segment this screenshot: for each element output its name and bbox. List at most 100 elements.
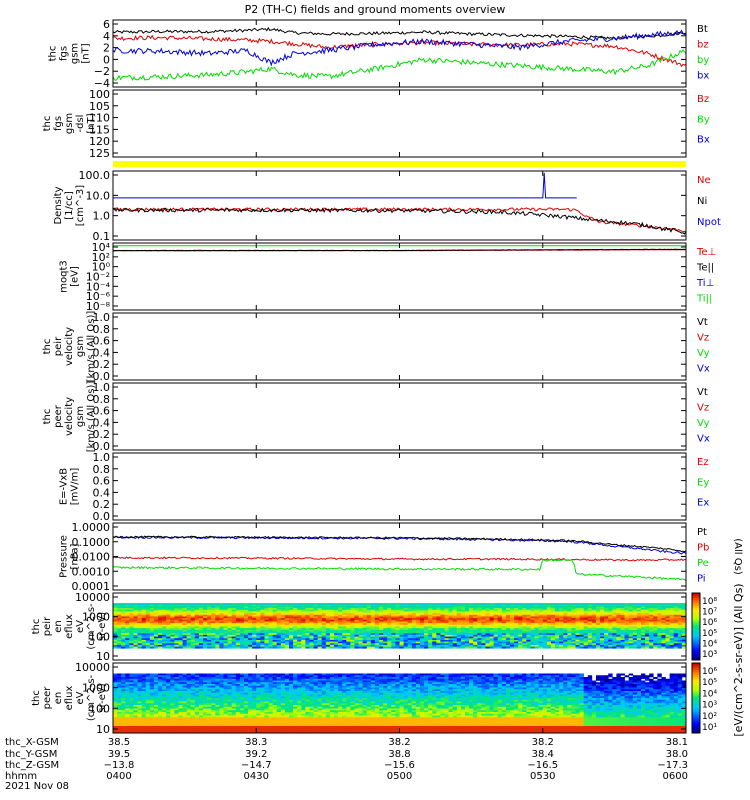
- spectrogram-cell: [260, 603, 265, 606]
- spectrogram-cell: [477, 639, 482, 642]
- spectrogram-cell: [153, 621, 159, 624]
- spectrogram-cell: [178, 631, 183, 634]
- spectrogram-cell: [612, 641, 617, 644]
- spectrogram-cell: [608, 608, 613, 611]
- spectrogram-cell: [510, 619, 515, 622]
- spectrogram-cell: [387, 604, 392, 607]
- spectrogram-cell: [432, 634, 437, 637]
- spectrogram-cell: [186, 687, 192, 690]
- spectrogram-cell: [321, 603, 327, 606]
- spectrogram-cell: [555, 633, 560, 636]
- spectrogram-cell: [395, 626, 400, 629]
- spectrogram-cell: [170, 673, 175, 676]
- spectrogram-cell: [567, 613, 572, 616]
- spectrogram-cell: [460, 629, 466, 632]
- spectrogram-cell: [162, 729, 167, 732]
- spectrogram-cell: [587, 609, 593, 612]
- spectrogram-cell: [334, 618, 339, 621]
- spectrogram-cell: [587, 606, 593, 609]
- spectrogram-cell: [505, 629, 511, 632]
- spectrogram-cell: [162, 621, 167, 624]
- spectrogram-cell: [550, 614, 556, 617]
- spectrogram-cell: [669, 613, 675, 616]
- spectrogram-cell: [284, 639, 290, 642]
- spectrogram-cell: [239, 643, 245, 646]
- spectrogram-cell: [403, 623, 408, 626]
- spectrogram-cell: [501, 623, 507, 626]
- spectrogram-cell: [346, 626, 351, 629]
- spectrogram-cell: [153, 626, 159, 629]
- spectrogram-cell: [608, 613, 613, 616]
- spectrogram-cell: [174, 609, 179, 612]
- spectrogram-cell: [145, 634, 151, 637]
- spectrogram-cell: [436, 604, 441, 607]
- spectrogram-cell: [428, 621, 433, 624]
- spectrogram-cell: [514, 623, 519, 626]
- spectrogram-cell: [121, 726, 126, 729]
- spectrogram-cell: [329, 629, 335, 632]
- spectrogram-cell: [452, 608, 458, 611]
- spectrogram-cell: [129, 673, 134, 676]
- spectrogram-cell: [182, 731, 187, 734]
- spectrogram-cell: [145, 720, 151, 723]
- spectrogram-cell: [170, 619, 175, 622]
- spectrogram-cell: [600, 621, 605, 624]
- spectrogram-cell: [174, 720, 179, 723]
- spectrogram-cell: [137, 722, 142, 725]
- spectrogram-cell: [149, 626, 155, 629]
- spectrogram-cell: [640, 629, 646, 632]
- spectrogram-cell: [166, 691, 171, 694]
- spectrogram-cell: [600, 641, 605, 644]
- spectrogram-cell: [170, 701, 175, 704]
- spectrogram-cell: [358, 614, 363, 617]
- spectrogram-cell: [464, 634, 470, 637]
- spectrogram-cell: [571, 603, 576, 606]
- spectrogram-cell: [362, 629, 368, 632]
- spectrogram-cell: [117, 699, 122, 702]
- spectrogram-cell: [162, 626, 167, 629]
- spectrogram-cell: [477, 626, 482, 629]
- spectrogram-cell: [158, 646, 163, 649]
- spectrogram-cell: [207, 675, 212, 678]
- spectrogram-cell: [256, 603, 261, 606]
- legend-entry: Te⊥: [696, 247, 716, 258]
- spectrogram-cell: [162, 619, 167, 622]
- spectrogram-cell: [309, 629, 314, 632]
- spectrogram-cell: [313, 644, 318, 647]
- spectrogram-cell: [153, 638, 159, 641]
- spectrogram-cell: [338, 606, 343, 609]
- spectrogram-cell: [268, 621, 273, 624]
- spectrogram-cell: [546, 631, 552, 634]
- spectrogram-cell: [166, 623, 171, 626]
- spectrogram-cell: [370, 643, 376, 646]
- spectrogram-cell: [415, 633, 421, 636]
- spectrogram-cell: [550, 608, 556, 611]
- spectrogram-cell: [117, 606, 122, 609]
- spectrogram-cell: [203, 639, 208, 642]
- spectrogram-cell: [464, 623, 470, 626]
- spectrogram-cell: [485, 624, 490, 627]
- spectrogram-cell: [440, 641, 445, 644]
- spectrogram-cell: [477, 621, 482, 624]
- spectrogram-cell: [555, 623, 560, 626]
- spectrogram-cell: [129, 691, 134, 694]
- spectrogram-cell: [620, 636, 625, 639]
- spectrogram-cell: [317, 633, 323, 636]
- spectrogram-cell: [133, 624, 138, 627]
- spectrogram-cell: [178, 719, 183, 722]
- spectrogram-cell: [604, 636, 609, 639]
- y-axis-label: peer: [53, 404, 64, 428]
- spectrogram-cell: [198, 638, 204, 641]
- spectrogram-cell: [366, 608, 372, 611]
- spectrogram-cell: [129, 685, 134, 688]
- spectrogram-cell: [493, 623, 499, 626]
- spectrogram-cell: [325, 624, 331, 627]
- spectrogram-cell: [653, 606, 658, 609]
- spectrogram-cell: [305, 611, 310, 614]
- spectrogram-cell: [272, 646, 278, 649]
- spectrogram-cell: [579, 618, 584, 621]
- spectrogram-cell: [334, 608, 339, 611]
- spectrogram-cell: [608, 626, 613, 629]
- spectrogram-cell: [608, 628, 613, 631]
- spectrogram-cell: [444, 618, 449, 621]
